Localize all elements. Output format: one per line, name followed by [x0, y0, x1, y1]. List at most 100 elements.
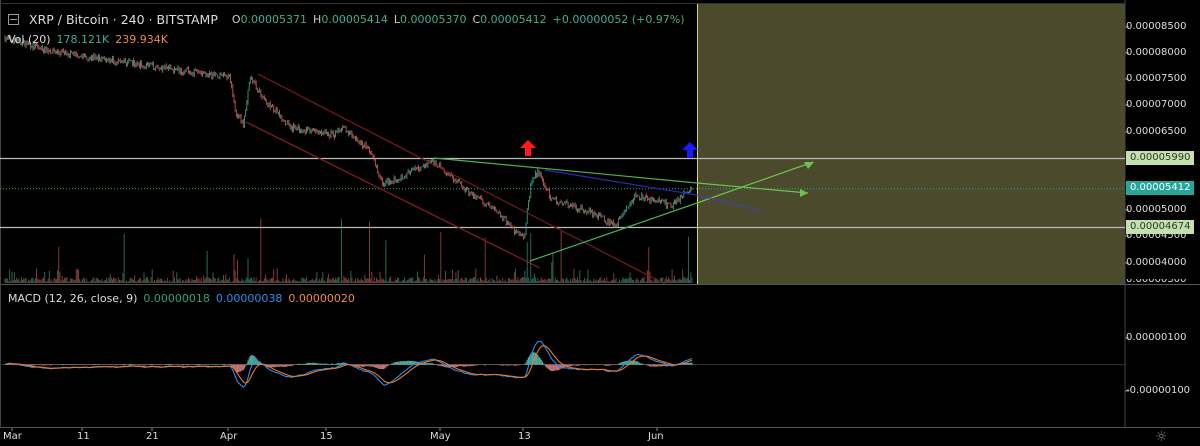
volume-bar	[364, 274, 366, 283]
volume-bar	[525, 277, 527, 283]
volume-bar	[37, 278, 39, 283]
volume-bar	[476, 280, 478, 283]
volume-bar	[301, 277, 303, 283]
volume-bar	[552, 253, 554, 283]
volume-bar	[579, 270, 581, 283]
macd-histogram-bar	[568, 364, 570, 367]
volume-bar	[557, 279, 559, 283]
macd-histogram-bar	[187, 364, 190, 365]
macd-histogram-bar	[292, 364, 295, 366]
volume-bar	[40, 280, 42, 283]
macd-histogram-bar	[299, 363, 302, 365]
square-minus-icon[interactable]	[8, 14, 19, 25]
macd-histogram-bar	[427, 362, 429, 365]
volume-bar	[631, 280, 633, 283]
blue-projection-line	[696, 194, 763, 212]
macd-histogram-bar	[302, 363, 304, 365]
volume-bar	[64, 277, 66, 283]
volume-bar	[312, 280, 314, 283]
macd-histogram-bar	[328, 363, 330, 365]
volume-bar	[450, 278, 452, 283]
macd-histogram-bar	[573, 364, 575, 366]
volume-bar	[395, 280, 397, 283]
volume-bar	[441, 280, 443, 283]
volume-bar	[670, 280, 672, 283]
volume-bar	[123, 233, 125, 283]
macd-histogram-bar	[298, 363, 301, 365]
price-tag-last-price: 0.00005412	[1126, 181, 1194, 195]
time-axis-label: 15	[320, 431, 333, 442]
volume-bar	[125, 280, 127, 283]
macd-histogram-bar	[617, 363, 619, 365]
macd-histogram-bar	[614, 364, 616, 366]
macd-histogram-bar	[538, 356, 540, 365]
volume-bar	[27, 279, 29, 283]
macd-histogram-bar	[130, 363, 132, 365]
macd-histogram-bar	[636, 361, 638, 365]
macd-histogram-bar	[197, 364, 199, 365]
red-up-arrow-icon	[520, 140, 536, 156]
volume-bar	[45, 281, 47, 283]
macd-histogram-bar	[465, 364, 468, 367]
macd-label[interactable]: MACD (12, 26, close, 9)	[8, 292, 138, 305]
volume-bar	[315, 277, 317, 283]
volume-bar	[675, 280, 677, 283]
volume-bar	[447, 279, 449, 283]
macd-histogram-bar	[649, 364, 651, 367]
macd-histogram-bar	[183, 364, 185, 366]
volume-bar	[309, 280, 311, 283]
macd-histogram-bar	[461, 364, 463, 367]
symbol-title[interactable]: XRP / Bitcoin · 240 · BITSTAMP	[29, 12, 218, 27]
volume-bar	[629, 272, 631, 283]
macd-histogram-bar	[393, 362, 395, 365]
macd-histogram-bar	[433, 363, 435, 365]
gear-icon[interactable]: ☼	[1155, 429, 1168, 445]
volume-bar	[433, 281, 435, 283]
volume-bar	[206, 250, 208, 283]
macd-histogram-bar	[75, 364, 77, 365]
macd-histogram-bar	[99, 364, 101, 365]
macd-histogram-bar	[374, 364, 376, 368]
macd-histogram-bar	[65, 364, 67, 365]
volume-bar	[157, 277, 159, 283]
macd-histogram-bar	[663, 364, 665, 367]
volume-bar	[305, 277, 307, 283]
macd-histogram-bar	[557, 364, 559, 371]
volume-bar	[378, 279, 380, 283]
volume-bar	[207, 277, 209, 283]
macd-histogram-bar	[275, 364, 277, 367]
macd-histogram-bar	[456, 364, 458, 367]
volume-bar	[92, 278, 94, 283]
volume-bar	[170, 281, 172, 283]
macd-histogram-bar	[443, 364, 445, 368]
volume-bar	[287, 280, 289, 283]
macd-histogram-bar	[665, 364, 667, 367]
volume-bar	[600, 277, 602, 283]
volume-bar	[311, 278, 313, 283]
volume-bar	[359, 280, 361, 283]
volume-bar	[262, 280, 264, 283]
macd-histogram-bar	[426, 363, 428, 365]
volume-bar	[610, 280, 612, 283]
volume-bar	[33, 280, 35, 283]
volume-bar	[93, 277, 95, 283]
volume-bar	[62, 279, 64, 283]
macd-histogram-bar	[554, 364, 556, 371]
volume-bar	[529, 281, 531, 283]
volume-bar	[243, 281, 245, 283]
volume-bar	[124, 281, 126, 283]
macd-histogram-bar	[503, 364, 505, 366]
macd-histogram-bar	[569, 364, 572, 367]
volume-bar	[298, 280, 300, 283]
forecast-zone-rectangle	[697, 3, 1125, 284]
volume-bar	[391, 281, 393, 283]
volume-label[interactable]: Vol (20)	[8, 33, 51, 46]
volume-bar	[545, 279, 547, 283]
macd-histogram-bar	[434, 363, 436, 365]
macd-histogram-bar	[396, 361, 399, 365]
volume-bar	[583, 278, 585, 283]
macd-histogram-bar	[620, 362, 622, 365]
volume-bar	[248, 279, 250, 283]
macd-histogram-bar	[419, 362, 421, 365]
